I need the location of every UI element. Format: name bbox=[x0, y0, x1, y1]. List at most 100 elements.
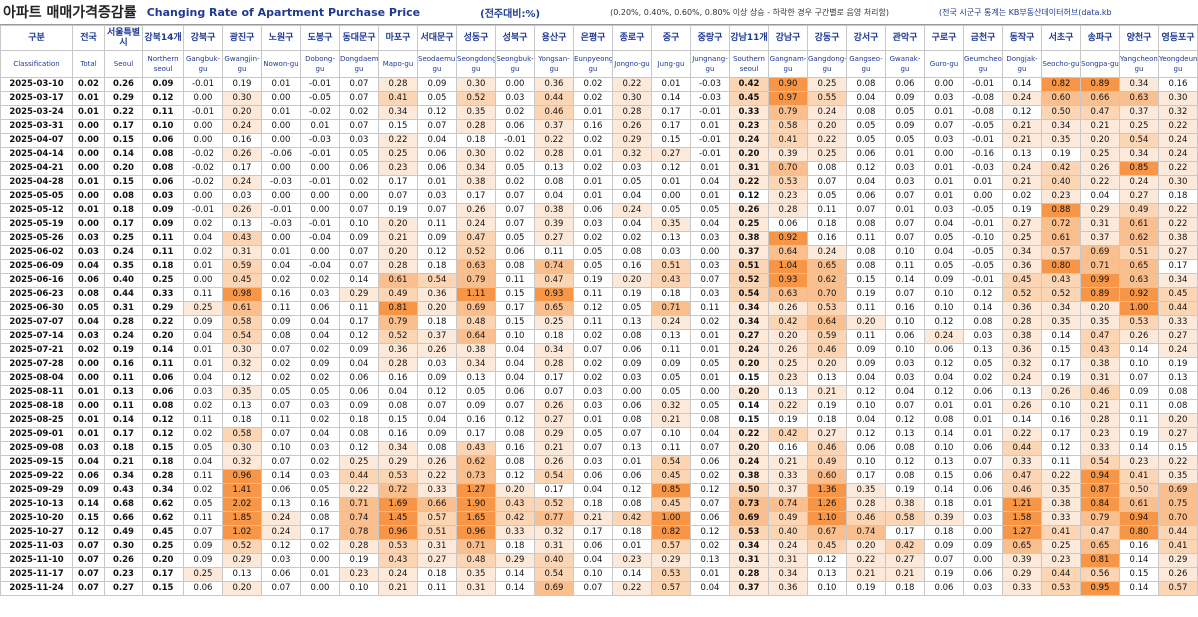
value-cell: 0.05 bbox=[261, 385, 301, 400]
value-cell: 0.12 bbox=[495, 469, 535, 484]
value-cell: 0.17 bbox=[104, 427, 143, 442]
value-cell: 0.02 bbox=[300, 343, 340, 358]
value-cell: 0.70 bbox=[1158, 511, 1198, 526]
value-cell: 0.01 bbox=[261, 105, 301, 120]
value-cell: 0.14 bbox=[104, 147, 143, 162]
value-cell: 0.48 bbox=[456, 315, 496, 330]
value-cell: 0.36 bbox=[417, 287, 457, 302]
value-cell: 0.61 bbox=[1119, 217, 1159, 232]
value-cell: 0.20 bbox=[1080, 301, 1120, 316]
value-cell: 0.07 bbox=[807, 175, 847, 190]
value-cell: 0.44 bbox=[534, 91, 574, 106]
value-cell: 0.08 bbox=[1158, 399, 1198, 414]
value-cell: 0.32 bbox=[534, 525, 574, 540]
value-cell: 0.20 bbox=[729, 357, 769, 372]
value-cell: 0.02 bbox=[573, 77, 613, 92]
value-cell: 0.03 bbox=[963, 581, 1003, 596]
note: (0.20%, 0.40%, 0.60%, 0.80% 이상 상승 - 하락한 … bbox=[610, 7, 889, 17]
value-cell: 1.11 bbox=[456, 287, 496, 302]
value-cell: 0.46 bbox=[534, 105, 574, 120]
value-cell: 0.04 bbox=[300, 329, 340, 344]
value-cell: 0.20 bbox=[729, 441, 769, 456]
date-cell: 2025-11-24 bbox=[0, 581, 73, 596]
value-cell: 0.84 bbox=[1080, 497, 1120, 512]
value-cell: 0.04 bbox=[1080, 189, 1120, 204]
value-cell: 0.54 bbox=[534, 469, 574, 484]
value-cell: 0.01 bbox=[690, 119, 730, 134]
table-row: 2025-11-10 0.07 0.26 0.20 0.09 0.29 0.03 0.00 0.… bbox=[0, 553, 1198, 568]
value-cell: 0.19 bbox=[1158, 357, 1198, 372]
value-cell: 0.37 bbox=[417, 329, 457, 344]
value-cell: 0.01 bbox=[72, 105, 105, 120]
value-cell: 0.12 bbox=[261, 539, 301, 554]
value-cell: 0.03 bbox=[885, 175, 925, 190]
value-cell: 0.24 bbox=[456, 217, 496, 232]
value-cell: 0.00 bbox=[300, 189, 340, 204]
value-cell: 0.33 bbox=[768, 469, 808, 484]
table-row: 2025-09-22 0.06 0.34 0.28 0.11 0.96 0.14 0.03 0.… bbox=[0, 469, 1198, 484]
value-cell: 0.45 bbox=[651, 469, 691, 484]
value-cell: 0.01 bbox=[72, 427, 105, 442]
value-cell: 0.15 bbox=[495, 315, 535, 330]
value-cell: 0.13 bbox=[612, 441, 652, 456]
value-cell: 0.31 bbox=[768, 553, 808, 568]
value-cell: 0.31 bbox=[104, 301, 143, 316]
value-cell: 0.11 bbox=[1119, 413, 1159, 428]
value-cell: 0.13 bbox=[807, 371, 847, 386]
value-cell: 0.03 bbox=[495, 91, 535, 106]
value-cell: 0.02 bbox=[339, 105, 379, 120]
date-cell: 2025-09-15 bbox=[0, 455, 73, 470]
value-cell: 0.38 bbox=[885, 497, 925, 512]
value-cell: 0.01 bbox=[612, 539, 652, 554]
value-cell: 0.43 bbox=[651, 273, 691, 288]
date-cell: 2025-05-05 bbox=[0, 189, 73, 204]
value-cell: 0.29 bbox=[534, 427, 574, 442]
value-cell: 0.24 bbox=[1158, 133, 1198, 148]
value-cell: 0.01 bbox=[573, 105, 613, 120]
value-cell: 0.33 bbox=[1002, 581, 1042, 596]
value-cell: 0.14 bbox=[104, 413, 143, 428]
value-cell: 0.22 bbox=[417, 469, 457, 484]
value-cell: 0.33 bbox=[1002, 455, 1042, 470]
value-cell: 0.11 bbox=[651, 441, 691, 456]
value-cell: 0.01 bbox=[885, 203, 925, 218]
table-row: 2025-06-02 0.03 0.24 0.11 0.02 0.31 0.01 0.00 0.… bbox=[0, 245, 1198, 260]
table-row: 2025-05-12 0.01 0.18 0.09 -0.01 0.26 -0.01 0.00… bbox=[0, 203, 1198, 218]
value-cell: 0.00 bbox=[963, 553, 1003, 568]
value-cell: 0.00 bbox=[261, 119, 301, 134]
value-cell: 0.17 bbox=[1041, 427, 1081, 442]
value-cell: 0.06 bbox=[924, 581, 964, 596]
value-cell: 0.70 bbox=[768, 161, 808, 176]
value-cell: 0.05 bbox=[573, 427, 613, 442]
value-cell: 0.31 bbox=[1080, 217, 1120, 232]
table-row: 2025-10-13 0.14 0.68 0.62 0.05 2.02 0.13 0.16 0.… bbox=[0, 497, 1198, 512]
value-cell: 0.27 bbox=[1158, 427, 1198, 442]
value-cell: 0.96 bbox=[222, 469, 262, 484]
value-cell: -0.01 bbox=[963, 217, 1003, 232]
column-header: 은평구 bbox=[573, 25, 613, 51]
value-cell: 0.24 bbox=[261, 511, 301, 526]
value-cell: 0.44 bbox=[1158, 301, 1198, 316]
value-cell: 0.37 bbox=[534, 119, 574, 134]
value-cell: 0.11 bbox=[183, 287, 223, 302]
value-cell: 0.46 bbox=[846, 511, 886, 526]
value-cell: 0.38 bbox=[534, 203, 574, 218]
value-cell: 0.57 bbox=[651, 581, 691, 596]
value-cell: 0.06 bbox=[142, 371, 184, 386]
column-header: 중구 bbox=[651, 25, 691, 51]
value-cell: 0.07 bbox=[885, 189, 925, 204]
value-cell: 0.34 bbox=[1041, 119, 1081, 134]
value-cell: 0.79 bbox=[456, 273, 496, 288]
value-cell: 0.71 bbox=[456, 539, 496, 554]
value-cell: 0.09 bbox=[142, 77, 184, 92]
value-cell: 0.09 bbox=[72, 483, 105, 498]
value-cell: 0.12 bbox=[573, 301, 613, 316]
value-cell: 0.03 bbox=[885, 357, 925, 372]
value-cell: 0.11 bbox=[807, 203, 847, 218]
value-cell: 0.35 bbox=[1041, 133, 1081, 148]
value-cell: 0.44 bbox=[104, 287, 143, 302]
value-cell: 0.09 bbox=[339, 343, 379, 358]
column-header-en: Northern seoul bbox=[142, 50, 184, 78]
value-cell: 0.65 bbox=[1080, 539, 1120, 554]
value-cell: 0.04 bbox=[417, 133, 457, 148]
